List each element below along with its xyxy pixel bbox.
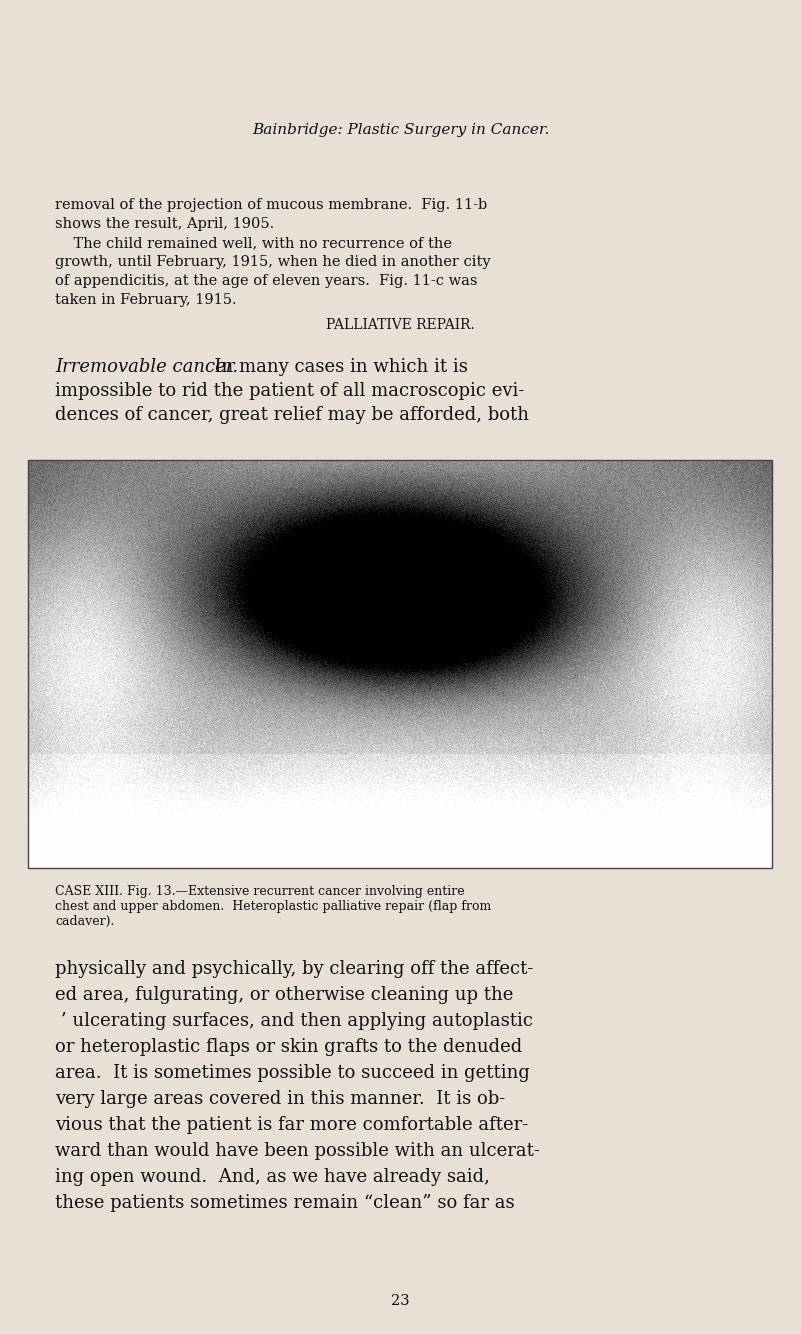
Text: ward than would have been possible with an ulcerat-: ward than would have been possible with … bbox=[55, 1142, 540, 1161]
Text: 23: 23 bbox=[391, 1294, 410, 1309]
Text: impossible to rid the patient of all macroscopic evi-: impossible to rid the patient of all mac… bbox=[55, 382, 525, 400]
Text: physically and psychically, by clearing off the affect-: physically and psychically, by clearing … bbox=[55, 960, 533, 978]
Text: very large areas covered in this manner.  It is ob-: very large areas covered in this manner.… bbox=[55, 1090, 505, 1109]
Text: growth, until February, 1915, when he died in another city: growth, until February, 1915, when he di… bbox=[55, 255, 491, 269]
Text: taken in February, 1915.: taken in February, 1915. bbox=[55, 293, 236, 307]
Text: CASE XIII.: CASE XIII. bbox=[55, 884, 123, 898]
Text: ing open wound.  And, as we have already said,: ing open wound. And, as we have already … bbox=[55, 1169, 490, 1186]
Text: PALLIATIVE REPAIR.: PALLIATIVE REPAIR. bbox=[326, 317, 475, 332]
Bar bbox=[28, 460, 772, 868]
Text: chest and upper abdomen.  Heteroplastic palliative repair (flap from: chest and upper abdomen. Heteroplastic p… bbox=[55, 900, 491, 912]
Text: area.  It is sometimes possible to succeed in getting: area. It is sometimes possible to succee… bbox=[55, 1065, 530, 1082]
Text: ’ ulcerating surfaces, and then applying autoplastic: ’ ulcerating surfaces, and then applying… bbox=[55, 1013, 533, 1030]
Text: dences of cancer, great relief may be afforded, both: dences of cancer, great relief may be af… bbox=[55, 406, 529, 424]
Text: of appendicitis, at the age of eleven years.  Fig. 11-c was: of appendicitis, at the age of eleven ye… bbox=[55, 273, 477, 288]
Text: vious that the patient is far more comfortable after-: vious that the patient is far more comfo… bbox=[55, 1117, 528, 1134]
Text: cadaver).: cadaver). bbox=[55, 915, 115, 928]
Text: ed area, fulgurating, or otherwise cleaning up the: ed area, fulgurating, or otherwise clean… bbox=[55, 986, 513, 1005]
Text: or heteroplastic flaps or skin grafts to the denuded: or heteroplastic flaps or skin grafts to… bbox=[55, 1038, 522, 1057]
Text: Bainbridge: Plastic Surgery in Cancer.: Bainbridge: Plastic Surgery in Cancer. bbox=[252, 123, 549, 137]
Text: shows the result, April, 1905.: shows the result, April, 1905. bbox=[55, 217, 274, 231]
Text: In many cases in which it is: In many cases in which it is bbox=[203, 358, 468, 376]
Text: Fig. 13.—Extensive recurrent cancer involving entire: Fig. 13.—Extensive recurrent cancer invo… bbox=[127, 884, 465, 898]
Text: The child remained well, with no recurrence of the: The child remained well, with no recurre… bbox=[55, 236, 452, 249]
Text: removal of the projection of mucous membrane.  Fig. 11-b: removal of the projection of mucous memb… bbox=[55, 197, 487, 212]
Text: these patients sometimes remain “clean” so far as: these patients sometimes remain “clean” … bbox=[55, 1194, 514, 1213]
Text: Irremovable cancer.: Irremovable cancer. bbox=[55, 358, 238, 376]
